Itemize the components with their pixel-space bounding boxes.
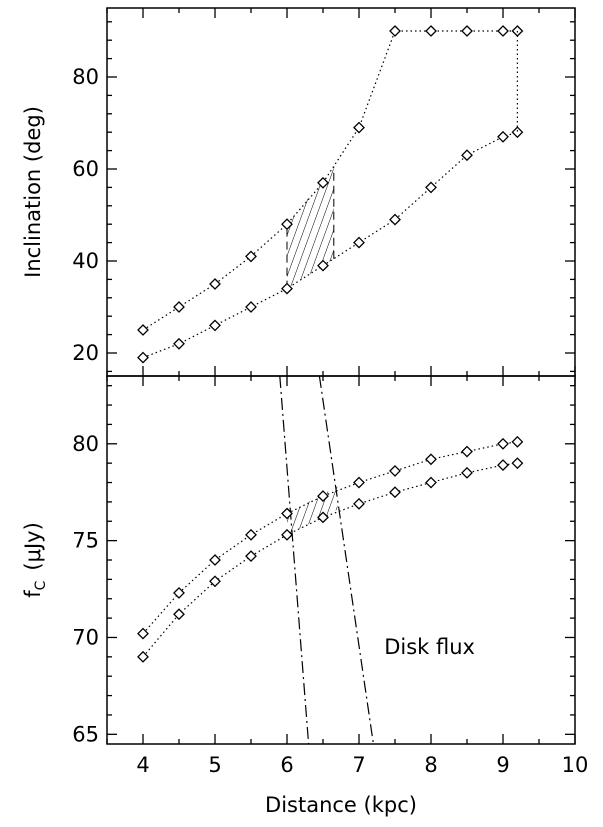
flux-y-tick-label: 75 xyxy=(72,529,99,553)
inclination-series-1-point xyxy=(137,324,149,336)
inclination-series-2-point xyxy=(317,259,329,272)
inclination-series-1-point xyxy=(173,301,185,313)
flux-series-2-point xyxy=(425,476,437,489)
flux-series-2-point xyxy=(245,550,257,563)
flux-series-2-line xyxy=(142,462,518,658)
x-tick-label: 10 xyxy=(562,753,589,777)
inclination-series-1-point xyxy=(461,25,473,37)
flux-series-2-point xyxy=(173,608,185,621)
inclination-series-1-point xyxy=(425,25,437,37)
inclination-series-2-point xyxy=(389,213,401,226)
flux-ticks: 4 5 6 7 8 9 10 65 70 75 80 xyxy=(72,376,588,777)
inclination-y-axis-label: Inclination (deg) xyxy=(21,106,45,278)
disk-flux-lines xyxy=(279,375,374,745)
inclination-y-tick-label: 80 xyxy=(72,65,99,89)
inclination-series-1-point xyxy=(209,278,221,290)
inclination-y-tick-label: 60 xyxy=(72,157,99,181)
inclination-series-1-point xyxy=(389,25,401,37)
inclination-series-1-point xyxy=(281,218,293,231)
flux-series-1-point xyxy=(281,507,293,520)
flux-series-1-point xyxy=(245,528,257,541)
flux-hatched-region xyxy=(287,486,338,535)
flux-series-2-point xyxy=(461,466,473,479)
inclination-series-1-point xyxy=(353,121,365,134)
inclination-y-tick-label: 20 xyxy=(72,341,99,365)
inclination-series-2-point xyxy=(461,149,473,162)
disk-flux-line-2 xyxy=(318,375,374,745)
flux-y-label-main: f xyxy=(21,590,45,598)
flux-series-2-point xyxy=(497,459,509,472)
x-axis-label: Distance (kpc) xyxy=(265,793,417,817)
inclination-series-2-point xyxy=(281,282,293,295)
x-tick-label: 6 xyxy=(280,753,293,777)
disk-flux-line-1 xyxy=(279,375,310,745)
inclination-series-1-line xyxy=(142,30,518,331)
inclination-series-1-point xyxy=(497,25,509,37)
inclination-series-2-point xyxy=(245,301,257,313)
flux-series-1-point xyxy=(389,464,401,477)
inclination-series xyxy=(137,25,524,364)
flux-panel: 4 5 6 7 8 9 10 65 70 75 80 Disk flux fC (μJy) Dista… xyxy=(21,375,588,817)
flux-y-label-unit: (μJy) xyxy=(21,522,45,570)
flux-series-2-point xyxy=(353,497,365,510)
inclination-series-2-point xyxy=(511,126,524,139)
flux-y-tick-label: 80 xyxy=(72,432,99,456)
inclination-series-1-point xyxy=(245,250,257,263)
inclination-hatch-fill xyxy=(287,166,334,289)
inclination-panel: 20 40 60 80 Inclination (deg) xyxy=(21,7,576,377)
flux-hatch-fill xyxy=(287,486,338,535)
flux-series-1-point xyxy=(497,437,509,450)
flux-y-axis-label: fC (μJy) xyxy=(21,522,49,598)
x-tick-label: 4 xyxy=(136,753,149,777)
x-tick-label: 7 xyxy=(352,753,365,777)
x-tick-label: 8 xyxy=(424,753,437,777)
inclination-series-1-point xyxy=(317,176,329,189)
flux-series-1-point xyxy=(353,476,365,489)
flux-series-1-point xyxy=(137,627,149,640)
inclination-series-2-point xyxy=(353,236,365,249)
inclination-series-2-point xyxy=(497,130,509,143)
inclination-series-2-point xyxy=(425,181,437,194)
x-tick-label: 9 xyxy=(496,753,509,777)
flux-y-tick-label: 65 xyxy=(72,722,99,746)
inclination-ticks: 20 40 60 80 xyxy=(72,8,576,376)
flux-series-2-point xyxy=(389,486,401,499)
flux-series-1-line xyxy=(142,441,518,634)
flux-axes-frame xyxy=(106,375,576,745)
flux-series-1-point xyxy=(461,445,473,458)
inclination-series-2-line xyxy=(142,131,518,359)
inclination-series-2-point xyxy=(173,337,185,350)
inclination-hatched-region xyxy=(286,166,335,289)
flux-series-1-point xyxy=(511,435,524,448)
flux-y-label-sub: C xyxy=(33,580,49,590)
flux-series-2-point xyxy=(281,528,293,541)
inclination-y-tick-label: 40 xyxy=(72,249,99,273)
flux-series-1-point xyxy=(173,587,185,599)
inclination-series-2-point xyxy=(209,319,221,332)
flux-series-2-point xyxy=(511,457,524,470)
flux-series-1-point xyxy=(425,453,437,466)
flux-series-1-point xyxy=(209,554,221,566)
disk-flux-annotation: Disk flux xyxy=(384,635,475,659)
inclination-axes-frame xyxy=(106,7,576,377)
flux-series xyxy=(137,435,524,663)
flux-series-2-point xyxy=(209,575,221,588)
flux-series-2-point xyxy=(317,511,329,524)
flux-series-1-point xyxy=(317,490,329,503)
inclination-series-2-point xyxy=(137,351,149,364)
flux-series-2-point xyxy=(137,650,149,663)
x-tick-label: 5 xyxy=(208,753,221,777)
flux-y-tick-label: 70 xyxy=(72,625,99,649)
